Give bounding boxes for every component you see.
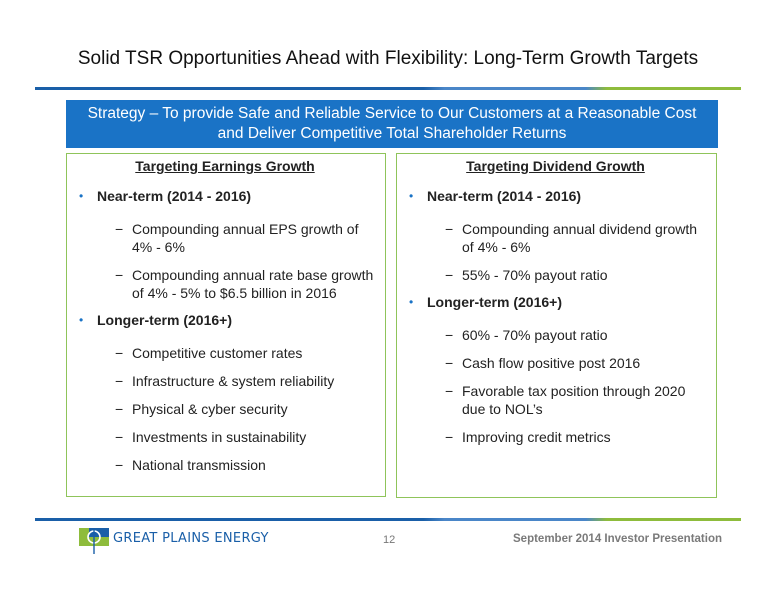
list-item: − Investments in sustainability: [115, 429, 307, 445]
list-item: − Compounding annual dividend growth of …: [445, 221, 698, 255]
list-item: − Competitive customer rates: [115, 345, 303, 361]
dash-icon: −: [115, 401, 124, 417]
bullet-icon: •: [79, 189, 84, 203]
list-item: − Improving credit metrics: [445, 429, 611, 445]
dash-icon: −: [445, 383, 454, 399]
page-number: 12: [383, 534, 396, 546]
dividend-heading: Targeting Dividend Growth: [466, 158, 645, 174]
dash-icon: −: [115, 221, 124, 237]
list-item: − Compounding annual rate base growth of…: [115, 267, 374, 301]
dash-icon: −: [445, 221, 454, 237]
bottom-divider: [35, 518, 741, 521]
bullet-icon: •: [409, 189, 414, 203]
logo-text: GREAT PLAINS ENERGY: [113, 531, 269, 546]
list-item: − Physical & cyber security: [115, 401, 288, 417]
company-logo: [79, 528, 109, 554]
dash-icon: −: [115, 429, 124, 445]
dividend-long-term: • Longer-term (2016+): [405, 294, 706, 311]
banner-line-2: and Deliver Competitive Total Shareholde…: [217, 125, 567, 142]
dash-icon: −: [115, 373, 124, 389]
dash-icon: −: [115, 457, 124, 473]
presentation-label: September 2014 Investor Presentation: [513, 533, 722, 545]
bullet-icon: •: [79, 313, 84, 327]
earnings-long-term-label: Longer-term (2016+): [97, 312, 232, 328]
slide-title: Solid TSR Opportunities Ahead with Flexi…: [77, 48, 699, 69]
list-item: − 60% - 70% payout ratio: [445, 327, 608, 343]
earnings-heading: Targeting Earnings Growth: [135, 158, 315, 174]
list-item: − Infrastructure & system reliability: [115, 373, 335, 389]
list-item: − Cash flow positive post 2016: [445, 355, 641, 371]
dividend-near-term-label: Near-term (2014 - 2016): [427, 188, 582, 204]
dash-icon: −: [115, 267, 124, 283]
dividend-near-term: • Near-term (2014 - 2016): [405, 188, 706, 205]
list-item: − National transmission: [115, 457, 266, 473]
dash-icon: −: [445, 327, 454, 343]
list-item: − Favorable tax position through 2020 du…: [445, 383, 686, 417]
earnings-near-term: • Near-term (2014 - 2016): [75, 188, 375, 205]
dash-icon: −: [445, 267, 454, 283]
bullet-icon: •: [409, 295, 414, 309]
earnings-panel: Targeting Earnings Growth • Near-term (2…: [66, 153, 386, 497]
top-divider: [35, 87, 741, 90]
list-item: − 55% - 70% payout ratio: [445, 267, 608, 283]
earnings-near-term-label: Near-term (2014 - 2016): [97, 188, 252, 204]
dividend-long-term-label: Longer-term (2016+): [427, 294, 562, 310]
banner-line-1: Strategy – To provide Safe and Reliable …: [87, 105, 697, 122]
dash-icon: −: [445, 429, 454, 445]
earnings-long-term: • Longer-term (2016+): [75, 312, 375, 329]
dash-icon: −: [115, 345, 124, 361]
dividend-panel: Targeting Dividend Growth • Near-term (2…: [396, 153, 717, 498]
strategy-banner: Strategy – To provide Safe and Reliable …: [66, 100, 718, 148]
list-item: − Compounding annual EPS growth of 4% - …: [115, 221, 359, 255]
dash-icon: −: [445, 355, 454, 371]
